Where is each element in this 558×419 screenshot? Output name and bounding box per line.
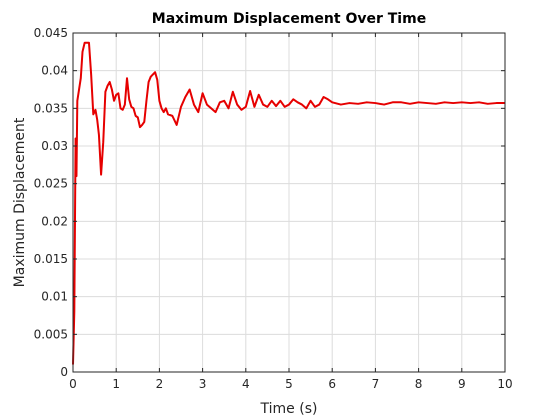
x-tick-label: 2 bbox=[156, 377, 164, 391]
x-axis-ticks: 0 1 2 3 4 5 6 7 8 9 10 bbox=[69, 33, 513, 391]
y-tick-label: 0.045 bbox=[34, 26, 68, 40]
x-tick-label: 0 bbox=[69, 377, 77, 391]
y-tick-label: 0.035 bbox=[34, 101, 68, 115]
y-tick-label: 0.005 bbox=[34, 327, 68, 341]
y-tick-label: 0.015 bbox=[34, 252, 68, 266]
x-tick-label: 5 bbox=[285, 377, 293, 391]
x-tick-label: 1 bbox=[112, 377, 120, 391]
x-tick-label: 3 bbox=[199, 377, 207, 391]
chart-title: Maximum Displacement Over Time bbox=[152, 11, 426, 27]
y-axis-ticks: 0 0.005 0.01 0.015 0.02 0.025 0.03 0.035 0.04 0.0… bbox=[34, 26, 505, 379]
y-tick-label: 0.01 bbox=[41, 290, 68, 304]
x-axis-label: Time (s) bbox=[260, 401, 318, 417]
x-tick-label: 9 bbox=[458, 377, 466, 391]
x-tick-label: 4 bbox=[242, 377, 250, 391]
y-tick-label: 0.04 bbox=[41, 64, 68, 78]
y-tick-label: 0 bbox=[60, 365, 68, 379]
x-tick-label: 6 bbox=[328, 377, 336, 391]
series-line bbox=[72, 41, 505, 365]
x-tick-label: 7 bbox=[372, 377, 380, 391]
y-tick-label: 0.03 bbox=[41, 139, 68, 153]
y-tick-label: 0.025 bbox=[34, 177, 68, 191]
series-layer bbox=[72, 41, 505, 365]
y-tick-label: 0.02 bbox=[41, 214, 68, 228]
x-tick-label: 8 bbox=[415, 377, 423, 391]
x-tick-label: 10 bbox=[497, 377, 512, 391]
y-axis-label: Maximum Displacement bbox=[12, 117, 28, 287]
